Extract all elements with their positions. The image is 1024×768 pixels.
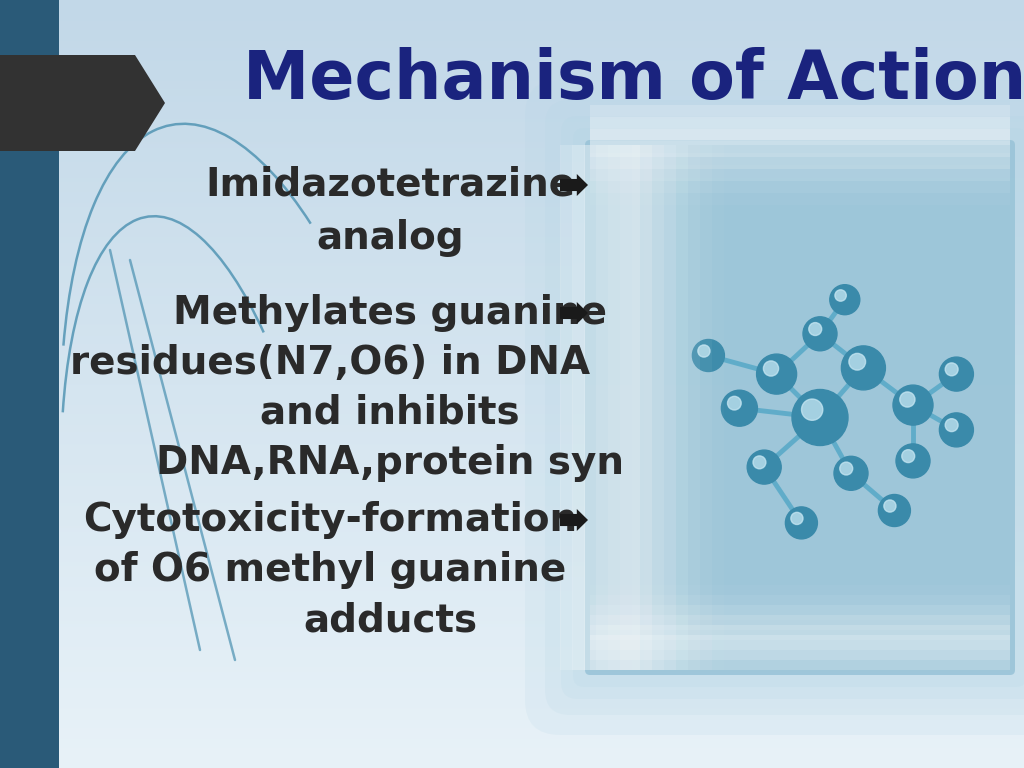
Circle shape bbox=[945, 363, 958, 376]
Text: and inhibits: and inhibits bbox=[260, 394, 520, 432]
Circle shape bbox=[939, 413, 974, 447]
FancyBboxPatch shape bbox=[573, 128, 1024, 687]
Bar bbox=[644, 145, 724, 670]
Text: Mechanism of Action: Mechanism of Action bbox=[244, 47, 1024, 113]
Bar bbox=[590, 141, 1010, 181]
Text: DNA,RNA,protein syn: DNA,RNA,protein syn bbox=[156, 444, 624, 482]
Circle shape bbox=[803, 317, 837, 351]
Polygon shape bbox=[560, 302, 588, 324]
Bar bbox=[590, 129, 1010, 169]
Bar bbox=[590, 153, 1010, 193]
Bar bbox=[572, 145, 652, 670]
Bar bbox=[584, 145, 664, 670]
Polygon shape bbox=[560, 509, 588, 531]
FancyBboxPatch shape bbox=[585, 140, 1015, 675]
Circle shape bbox=[834, 456, 868, 490]
FancyBboxPatch shape bbox=[525, 80, 1024, 735]
Circle shape bbox=[893, 385, 933, 425]
Text: residues(N7,O6) in DNA: residues(N7,O6) in DNA bbox=[70, 344, 590, 382]
Circle shape bbox=[753, 456, 766, 468]
Circle shape bbox=[939, 357, 974, 391]
Circle shape bbox=[692, 339, 724, 372]
Circle shape bbox=[809, 323, 821, 336]
Polygon shape bbox=[560, 174, 588, 196]
Text: Imidazotetrazine: Imidazotetrazine bbox=[205, 166, 575, 204]
Bar bbox=[620, 145, 700, 670]
Circle shape bbox=[842, 346, 886, 390]
Circle shape bbox=[727, 396, 741, 410]
Bar bbox=[590, 117, 1010, 157]
Circle shape bbox=[757, 354, 797, 394]
Circle shape bbox=[791, 512, 803, 525]
Circle shape bbox=[945, 419, 958, 432]
Circle shape bbox=[721, 390, 758, 426]
Bar bbox=[596, 145, 676, 670]
Circle shape bbox=[879, 495, 910, 527]
FancyBboxPatch shape bbox=[561, 116, 1024, 699]
Circle shape bbox=[900, 392, 915, 407]
Circle shape bbox=[792, 389, 848, 445]
Circle shape bbox=[849, 353, 865, 370]
Bar bbox=[590, 605, 1010, 640]
Text: adducts: adducts bbox=[303, 601, 477, 639]
Text: of O6 methyl guanine: of O6 methyl guanine bbox=[94, 551, 566, 589]
Circle shape bbox=[896, 444, 930, 478]
Polygon shape bbox=[0, 55, 165, 151]
Text: Cytotoxicity-formation: Cytotoxicity-formation bbox=[83, 501, 578, 539]
Bar bbox=[0, 0, 59, 768]
Circle shape bbox=[884, 500, 896, 512]
Bar bbox=[590, 625, 1010, 660]
Bar bbox=[632, 145, 712, 670]
Bar bbox=[590, 585, 1010, 620]
Bar bbox=[608, 145, 688, 670]
Circle shape bbox=[835, 290, 846, 301]
Circle shape bbox=[802, 399, 823, 420]
Bar bbox=[590, 635, 1010, 670]
Circle shape bbox=[829, 285, 860, 315]
Bar bbox=[560, 145, 640, 670]
Circle shape bbox=[764, 361, 778, 376]
Circle shape bbox=[697, 345, 710, 357]
Bar bbox=[590, 165, 1010, 205]
Circle shape bbox=[748, 450, 781, 484]
FancyBboxPatch shape bbox=[545, 100, 1024, 715]
Text: Methylates guanine: Methylates guanine bbox=[173, 294, 607, 332]
Bar bbox=[590, 615, 1010, 650]
Circle shape bbox=[840, 462, 853, 475]
Text: analog: analog bbox=[316, 219, 464, 257]
Bar bbox=[590, 595, 1010, 630]
Circle shape bbox=[785, 507, 817, 539]
Circle shape bbox=[902, 450, 914, 462]
Bar bbox=[590, 105, 1010, 145]
